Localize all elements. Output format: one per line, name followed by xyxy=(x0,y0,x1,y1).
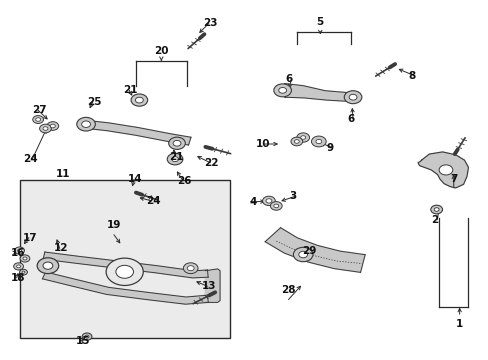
Text: 26: 26 xyxy=(177,176,191,186)
Circle shape xyxy=(15,247,24,254)
Circle shape xyxy=(18,249,21,252)
Circle shape xyxy=(293,247,312,262)
Circle shape xyxy=(14,263,23,270)
Circle shape xyxy=(167,153,183,165)
Text: 3: 3 xyxy=(289,191,296,201)
Circle shape xyxy=(273,84,291,97)
Text: 22: 22 xyxy=(204,158,219,168)
Circle shape xyxy=(131,94,147,106)
Polygon shape xyxy=(43,252,208,278)
Text: 27: 27 xyxy=(32,105,46,115)
Text: 2: 2 xyxy=(430,215,438,225)
Circle shape xyxy=(270,202,282,210)
Polygon shape xyxy=(264,228,365,273)
Polygon shape xyxy=(83,120,190,145)
Text: 24: 24 xyxy=(145,196,160,206)
Circle shape xyxy=(116,265,133,278)
Circle shape xyxy=(273,204,278,208)
Text: 19: 19 xyxy=(106,220,121,230)
Circle shape xyxy=(17,265,20,268)
Circle shape xyxy=(81,121,90,127)
Circle shape xyxy=(348,94,356,100)
Circle shape xyxy=(20,269,27,275)
Text: 5: 5 xyxy=(316,17,323,27)
Circle shape xyxy=(40,124,51,133)
Polygon shape xyxy=(284,84,350,102)
Circle shape xyxy=(433,208,438,211)
Text: 13: 13 xyxy=(201,281,216,291)
Text: 17: 17 xyxy=(23,233,38,243)
Text: 15: 15 xyxy=(76,336,90,346)
Circle shape xyxy=(20,255,30,262)
Circle shape xyxy=(298,251,307,258)
Circle shape xyxy=(22,271,25,273)
Circle shape xyxy=(37,258,59,274)
Polygon shape xyxy=(42,272,208,304)
Circle shape xyxy=(438,165,452,175)
Circle shape xyxy=(36,118,41,121)
Circle shape xyxy=(171,157,178,162)
Circle shape xyxy=(311,136,325,147)
Circle shape xyxy=(265,199,271,203)
Circle shape xyxy=(187,266,194,271)
Circle shape xyxy=(106,258,143,285)
Circle shape xyxy=(300,136,305,139)
Circle shape xyxy=(430,205,442,214)
Text: 29: 29 xyxy=(302,246,316,256)
Text: 20: 20 xyxy=(154,46,168,56)
Text: 23: 23 xyxy=(203,18,217,28)
Text: 10: 10 xyxy=(255,139,270,149)
Circle shape xyxy=(23,257,27,260)
Circle shape xyxy=(278,87,286,93)
Text: 14: 14 xyxy=(128,174,142,184)
Text: 9: 9 xyxy=(326,143,333,153)
Text: 18: 18 xyxy=(11,273,25,283)
Circle shape xyxy=(77,117,95,131)
Circle shape xyxy=(294,140,299,143)
Polygon shape xyxy=(205,269,220,302)
Bar xyxy=(20,180,229,338)
Text: 11: 11 xyxy=(55,169,70,179)
Text: 28: 28 xyxy=(281,285,295,295)
Polygon shape xyxy=(417,152,468,188)
Circle shape xyxy=(183,263,198,274)
Circle shape xyxy=(50,124,55,128)
Text: 16: 16 xyxy=(11,248,25,258)
Text: 7: 7 xyxy=(449,174,457,184)
Circle shape xyxy=(262,196,275,206)
Text: 4: 4 xyxy=(249,197,256,207)
Circle shape xyxy=(296,133,309,142)
Text: 12: 12 xyxy=(54,243,68,253)
Circle shape xyxy=(47,122,59,130)
Circle shape xyxy=(85,335,89,338)
Text: 21: 21 xyxy=(168,152,183,162)
Circle shape xyxy=(290,137,302,146)
Circle shape xyxy=(135,97,143,103)
Circle shape xyxy=(344,91,361,104)
Circle shape xyxy=(43,127,48,130)
Circle shape xyxy=(173,140,181,146)
Text: 6: 6 xyxy=(285,74,292,84)
Text: 6: 6 xyxy=(346,114,354,124)
Circle shape xyxy=(315,139,321,144)
Circle shape xyxy=(33,116,43,123)
Text: 24: 24 xyxy=(23,154,38,164)
Circle shape xyxy=(82,333,92,340)
Text: 1: 1 xyxy=(455,319,462,329)
Text: 25: 25 xyxy=(87,96,102,107)
Circle shape xyxy=(43,262,53,269)
Circle shape xyxy=(168,137,185,149)
Text: 21: 21 xyxy=(123,85,138,95)
Text: 8: 8 xyxy=(407,71,415,81)
